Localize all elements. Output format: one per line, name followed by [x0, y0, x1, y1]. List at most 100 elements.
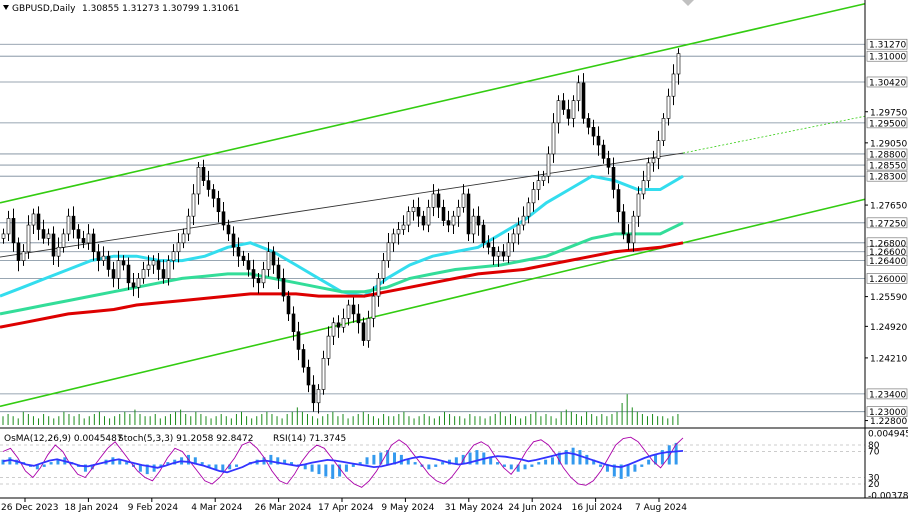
candle-body	[111, 269, 116, 279]
candle-body	[86, 233, 91, 244]
candle-body	[316, 389, 321, 404]
candle-body	[601, 144, 606, 159]
candle-body	[261, 269, 266, 284]
candle-body	[461, 193, 466, 208]
time-tick-label: 9 May 2024	[381, 503, 434, 513]
candle-body	[456, 206, 461, 217]
candle-body	[166, 260, 171, 279]
symbol-label: GBPUSD,Daily	[12, 4, 76, 14]
level-label-box	[866, 273, 908, 284]
candle-body	[501, 251, 506, 257]
candle-body	[36, 213, 41, 230]
oscillator-scale-label: 70	[868, 448, 880, 458]
level-label: 1.26800	[869, 239, 906, 249]
candle-body	[426, 206, 431, 226]
level-label-box	[866, 170, 908, 182]
time-tick-label: 26 Mar 2024	[255, 503, 312, 513]
candle-body	[441, 206, 446, 221]
candle-body	[71, 215, 76, 230]
level-label-box	[866, 50, 908, 62]
candle-body	[276, 264, 281, 279]
candle-body	[366, 318, 371, 341]
stoch-label: Stoch(5,3,3) 91.2058 92.8472	[118, 434, 253, 444]
candle-body	[321, 358, 326, 390]
candle-body	[341, 318, 346, 328]
candle-body	[516, 224, 521, 235]
oscillator-scale-label: 80	[868, 441, 880, 451]
header-arrow-icon	[3, 5, 9, 10]
candle-body	[471, 215, 476, 235]
candle-body	[216, 198, 221, 213]
candle-body	[491, 246, 496, 257]
candle-body	[561, 100, 566, 110]
time-tick-label: 7 Aug 2024	[635, 503, 687, 513]
candle-body	[356, 313, 361, 324]
candle-body	[91, 233, 96, 253]
candle-body	[511, 233, 516, 244]
candle-body	[451, 215, 456, 226]
candle-body	[206, 180, 211, 190]
candle-body	[16, 242, 21, 261]
time-tick-label: 26 Dec 2023	[1, 503, 59, 513]
level-label: 1.23400	[869, 390, 906, 400]
level-label: 1.26000	[869, 275, 906, 285]
candle-body	[596, 135, 601, 146]
candle-body	[656, 140, 661, 159]
price-tick-label: 1.24920	[870, 323, 907, 333]
candle-body	[446, 220, 451, 226]
chart-shift-marker-icon[interactable]	[682, 0, 694, 6]
candle-body	[26, 224, 31, 253]
time-tick-label: 24 Jun 2024	[508, 503, 562, 513]
candle-body	[106, 255, 111, 270]
candle-body	[46, 233, 51, 239]
rsi-line	[2, 450, 684, 474]
candle-body	[626, 233, 631, 244]
candle-body	[246, 260, 251, 270]
candle-body	[641, 180, 646, 195]
candle-body	[586, 118, 591, 128]
candle-body	[391, 233, 396, 244]
level-label-box	[866, 76, 908, 88]
candle-body	[201, 166, 206, 181]
candle-body	[81, 238, 86, 244]
level-label-box	[866, 38, 908, 50]
candle-body	[546, 153, 551, 177]
candle-body	[96, 251, 101, 261]
level-label: 1.26400	[869, 257, 906, 267]
candle-body	[61, 233, 66, 248]
candle-body	[151, 260, 156, 266]
candle-body	[611, 166, 616, 190]
candle-body	[566, 109, 571, 119]
oscillator-scale-label: 20	[868, 480, 880, 490]
time-tick-label: 4 Mar 2024	[191, 503, 243, 513]
candle-body	[156, 260, 161, 270]
candle-body	[146, 264, 151, 270]
candle-body	[576, 82, 581, 101]
candle-body	[331, 322, 336, 337]
candle-body	[236, 246, 241, 257]
rsi-label: RSI(14) 71.3745	[273, 434, 346, 444]
level-label-box	[866, 148, 908, 160]
candle-body	[51, 233, 56, 257]
candle-body	[286, 295, 291, 315]
candle-body	[406, 211, 411, 226]
oscillator-scale-label: -0.003785	[868, 492, 908, 502]
candle-body	[291, 313, 296, 332]
candle-body	[556, 100, 561, 124]
level-label: 1.28300	[869, 173, 906, 183]
candle-body	[411, 206, 416, 213]
candle-body	[371, 295, 376, 319]
price-tick-label: 1.29750	[870, 108, 907, 118]
candle-body	[161, 269, 166, 279]
price-axis: 1.31270 1.31000 1.30420 1.29500 1.28800 1.285…	[864, 0, 908, 498]
candle-body	[481, 224, 486, 244]
candle-body	[616, 189, 621, 213]
candle-body	[436, 193, 441, 208]
price-tick-label: 1.22800	[870, 417, 907, 427]
candle-body	[116, 260, 121, 279]
level-label: 1.28800	[869, 150, 906, 160]
level-label-box	[866, 117, 908, 129]
price-tick-label: 1.25590	[870, 293, 907, 303]
candle-body	[581, 82, 586, 119]
candle-body	[346, 304, 351, 319]
